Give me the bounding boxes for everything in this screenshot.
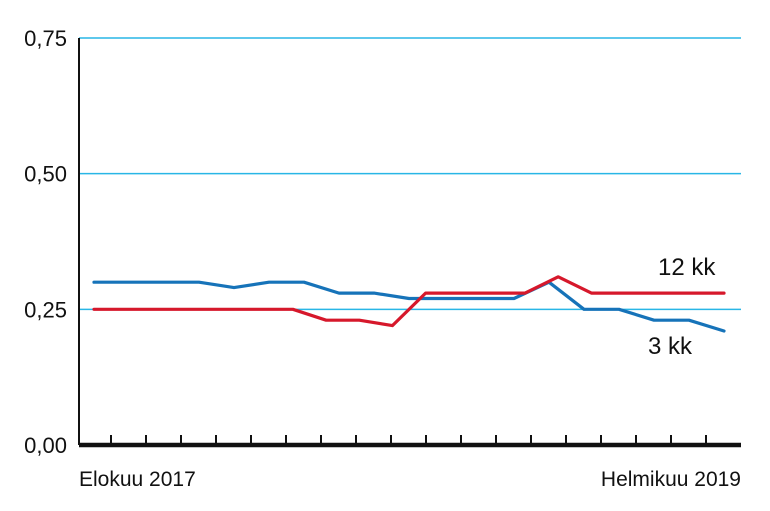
series-line-0	[92, 275, 726, 328]
y-tick-label-3: 0,75	[24, 26, 67, 51]
x-range-label-start: Elokuu 2017	[79, 468, 196, 491]
series-layer	[92, 275, 726, 333]
label-layer: 0,00 0,25 0,50 0,75 Elokuu 2017 Helmikuu 2019…	[24, 26, 741, 491]
y-tick-label-1: 0,25	[24, 297, 67, 322]
axis-layer	[78, 38, 741, 448]
y-tick-label-2: 0,50	[24, 162, 67, 187]
series-label-3kk: 3 kk	[648, 333, 693, 360]
x-range-label-end: Helmikuu 2019	[601, 468, 741, 491]
series-label-12kk: 12 kk	[658, 254, 716, 281]
grid-layer	[79, 37, 741, 311]
y-tick-label-0: 0,00	[24, 433, 67, 458]
series-line-1	[92, 280, 726, 333]
